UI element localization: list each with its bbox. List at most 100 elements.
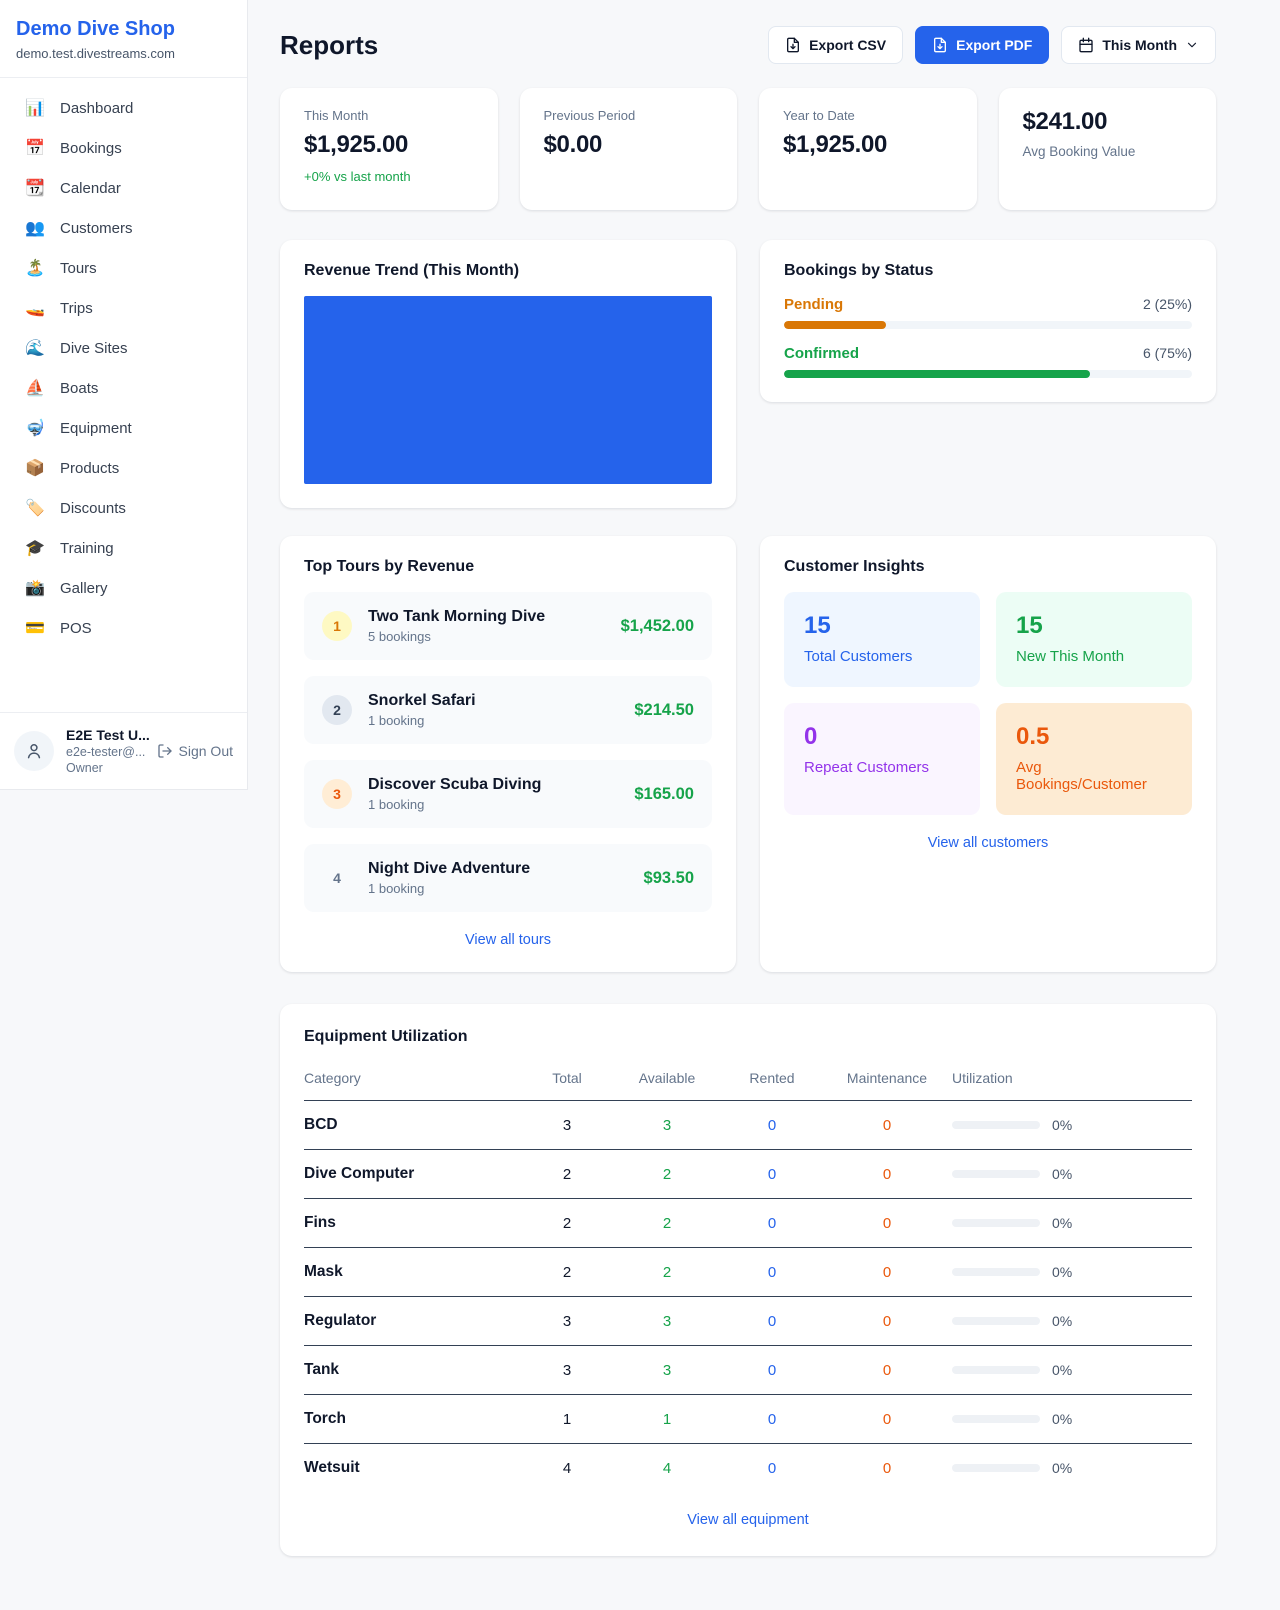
table-row: Regulator 3 3 0 0 0%	[304, 1297, 1192, 1346]
utilization-bar-track	[952, 1268, 1040, 1276]
shop-name: Demo Dive Shop	[16, 18, 175, 40]
utilization-bar-track	[952, 1219, 1040, 1227]
table-row: Wetsuit 4 4 0 0 0%	[304, 1444, 1192, 1492]
sidebar-item-label: Boats	[60, 379, 99, 397]
stat-value: $1,925.00	[783, 131, 888, 158]
cell-maintenance: 0	[882, 1312, 892, 1330]
cell-utilization: 0%	[952, 1117, 1192, 1133]
view-all-equipment-link[interactable]: View all equipment	[687, 1512, 809, 1528]
sidebar-item-dive-sites[interactable]: 🌊 Dive Sites	[12, 328, 235, 368]
sidebar-item-tours[interactable]: 🏝️ Tours	[12, 248, 235, 288]
cell-utilization: 0%	[952, 1215, 1192, 1231]
tour-row: 1 Two Tank Morning Dive 5 bookings $1,45…	[304, 592, 712, 660]
tour-name: Discover Scuba Diving	[368, 776, 542, 793]
table-row: Torch 1 1 0 0 0%	[304, 1395, 1192, 1444]
sidebar-item-label: Gallery	[60, 579, 108, 597]
cell-utilization: 0%	[952, 1411, 1192, 1427]
person-icon	[27, 744, 41, 759]
view-all-customers-link[interactable]: View all customers	[927, 835, 1049, 851]
cell-total: 2	[562, 1263, 572, 1281]
revenue-trend-title: Revenue Trend (This Month)	[304, 262, 520, 279]
sidebar-item-gallery[interactable]: 📸 Gallery	[12, 568, 235, 608]
cell-total: 2	[562, 1214, 572, 1232]
sidebar-item-products[interactable]: 📦 Products	[12, 448, 235, 488]
status-row-confirmed: Confirmed 6 (75%)	[784, 345, 1192, 378]
gallery-icon: 📸	[25, 580, 45, 597]
revenue-trend-card: Revenue Trend (This Month)	[280, 240, 736, 508]
insight-tile-total-customers: 15 Total Customers	[784, 592, 980, 687]
file-download-icon	[934, 37, 947, 53]
export-csv-label: Export CSV	[809, 37, 887, 53]
utilization-percent: 0%	[1052, 1215, 1073, 1231]
insight-tile-repeat-customers: 0 Repeat Customers	[784, 703, 980, 815]
user-info: E2E Test U... e2e-tester@... Owner	[66, 727, 157, 775]
bookings-icon: 📅	[25, 140, 45, 157]
sidebar-item-equipment[interactable]: 🤿 Equipment	[12, 408, 235, 448]
insight-tile-new-this-month: 15 New This Month	[996, 592, 1192, 687]
sidebar-item-customers[interactable]: 👥 Customers	[12, 208, 235, 248]
tour-name: Two Tank Morning Dive	[368, 608, 546, 625]
sidebar-item-label: Products	[60, 459, 120, 477]
sidebar-item-discounts[interactable]: 🏷️ Discounts	[12, 488, 235, 528]
status-count: 2 (25%)	[1142, 296, 1192, 312]
cell-maintenance: 0	[882, 1263, 892, 1281]
sidebar-item-dashboard[interactable]: 📊 Dashboard	[12, 88, 235, 128]
cell-maintenance: 0	[882, 1361, 892, 1379]
cell-total: 3	[562, 1312, 572, 1330]
export-csv-button[interactable]: Export CSV	[768, 26, 904, 64]
sidebar-item-label: Dashboard	[60, 99, 134, 117]
equipment-utilization-title: Equipment Utilization	[304, 1028, 468, 1045]
cell-utilization: 0%	[952, 1264, 1192, 1280]
cell-total: 4	[562, 1459, 572, 1477]
sidebar-item-label: POS	[60, 619, 92, 637]
sidebar-item-bookings[interactable]: 📅 Bookings	[12, 128, 235, 168]
cell-available: 4	[662, 1459, 672, 1477]
equipment-table-header: Category Total Available Rented Maintena…	[304, 1060, 1192, 1101]
stat-label: Year to Date	[783, 108, 855, 123]
insight-label: Repeat Customers	[804, 759, 930, 776]
sidebar: Demo Dive Shop demo.test.divestreams.com…	[0, 0, 248, 790]
utilization-percent: 0%	[1052, 1264, 1073, 1280]
sidebar-item-label: Customers	[60, 219, 133, 237]
export-pdf-button[interactable]: Export PDF	[915, 26, 1050, 64]
insight-label: New This Month	[1016, 648, 1125, 665]
utilization-percent: 0%	[1052, 1117, 1073, 1133]
sidebar-item-pos[interactable]: 💳 POS	[12, 608, 235, 648]
cell-rented: 0	[767, 1410, 777, 1428]
view-all-tours-link[interactable]: View all tours	[465, 932, 551, 948]
stat-card-previous-period: Previous Period $0.00	[519, 88, 737, 210]
sidebar-item-boats[interactable]: ⛵ Boats	[12, 368, 235, 408]
utilization-bar-track	[952, 1464, 1040, 1472]
utilization-bar-track	[952, 1170, 1040, 1178]
cell-available: 2	[662, 1214, 672, 1232]
sidebar-header: Demo Dive Shop demo.test.divestreams.com	[0, 0, 247, 78]
charts-row: Revenue Trend (This Month) Bookings by S…	[280, 240, 1216, 508]
cell-total: 2	[562, 1165, 572, 1183]
sign-out-button[interactable]: Sign Out	[157, 743, 233, 759]
sidebar-item-label: Discounts	[60, 499, 126, 517]
cell-rented: 0	[767, 1361, 777, 1379]
sidebar-item-label: Trips	[60, 299, 93, 317]
trips-icon: 🚤	[25, 300, 45, 317]
sidebar-item-calendar[interactable]: 📆 Calendar	[12, 168, 235, 208]
equipment-table: Category Total Available Rented Maintena…	[304, 1060, 1192, 1492]
status-bar-fill	[784, 321, 886, 329]
cell-maintenance: 0	[882, 1410, 892, 1428]
tour-revenue: $165.00	[634, 784, 694, 803]
column-header-maintenance: Maintenance	[846, 1070, 928, 1086]
dive-sites-icon: 🌊	[25, 340, 45, 357]
tour-row: 4 Night Dive Adventure 1 booking $93.50	[304, 844, 712, 912]
pos-icon: 💳	[25, 620, 45, 637]
cell-maintenance: 0	[882, 1214, 892, 1232]
insights-row: Top Tours by Revenue 1 Two Tank Morning …	[280, 536, 1216, 972]
rank-badge: 3	[322, 779, 352, 809]
user-section: E2E Test U... e2e-tester@... Owner Sign …	[0, 712, 247, 789]
user-role: Owner	[66, 761, 103, 775]
cell-category: Fins	[304, 1214, 336, 1231]
sidebar-item-label: Dive Sites	[60, 339, 128, 357]
insight-tile-avg-bookings: 0.5 Avg Bookings/Customer	[996, 703, 1192, 815]
sidebar-item-training[interactable]: 🎓 Training	[12, 528, 235, 568]
utilization-percent: 0%	[1052, 1313, 1073, 1329]
period-dropdown[interactable]: This Month	[1061, 26, 1216, 64]
sidebar-item-trips[interactable]: 🚤 Trips	[12, 288, 235, 328]
